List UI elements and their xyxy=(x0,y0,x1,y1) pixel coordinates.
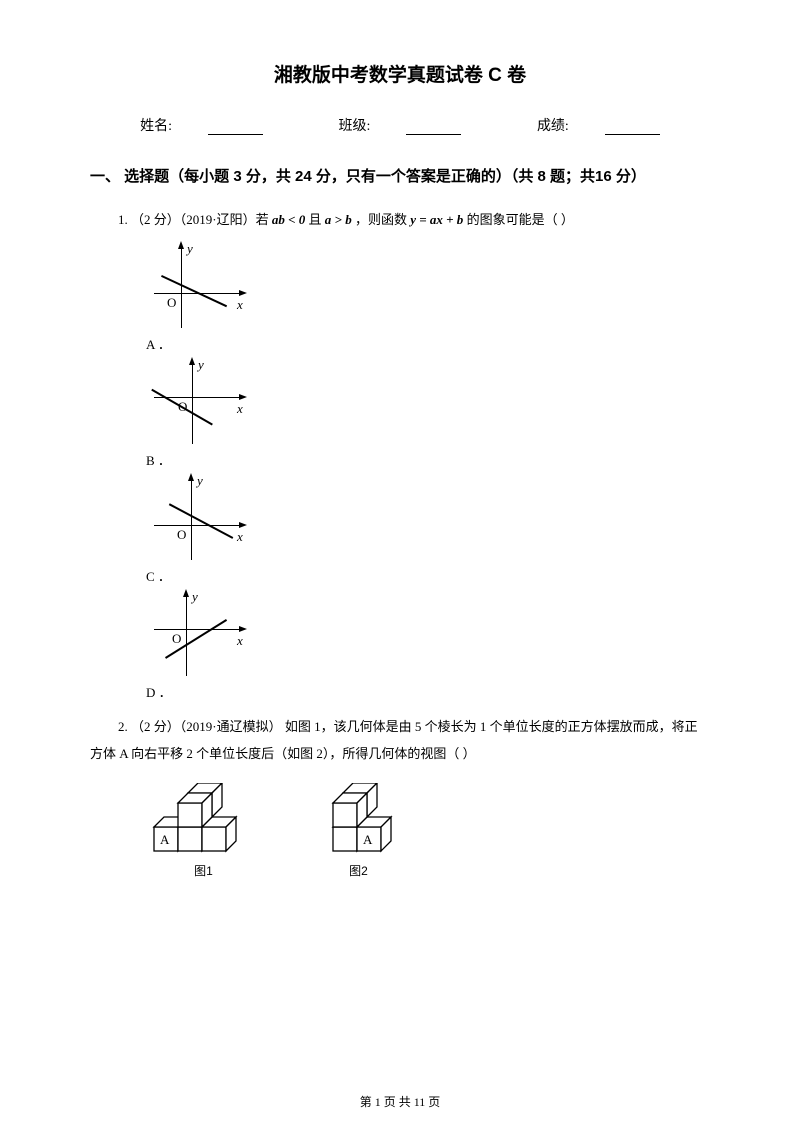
figure-2-caption: 图2 xyxy=(301,862,416,879)
graph-a: yxO xyxy=(146,241,251,336)
cube-diagram-2-icon: A xyxy=(301,783,416,858)
student-info-line: 姓名: 班级: 成绩: xyxy=(90,115,710,135)
q1-option-c: yxO xyxy=(146,473,710,568)
graph-d: yxO xyxy=(146,589,251,684)
figure-1: A 图1 xyxy=(146,783,261,879)
label-d: D ． xyxy=(146,686,172,703)
figure-2: A 图2 xyxy=(301,783,416,879)
label-b: B ． xyxy=(146,454,171,471)
q1-option-b: yxO xyxy=(146,357,710,452)
q1-options: yxO A ． yxO B ． yxO C ． yxO D ． xyxy=(146,241,710,703)
cube-a-label-2: A xyxy=(363,832,373,847)
cube-diagram-1-icon: A xyxy=(146,783,261,858)
q1-option-d: yxO xyxy=(146,589,710,684)
class-field: 班级: xyxy=(321,119,480,134)
graph-c: yxO xyxy=(146,473,251,568)
graph-b: yxO xyxy=(146,357,251,452)
section-1-header: 一、 选择题（每小题 3 分，共 24 分，只有一个答案是正确的）（共 8 题；… xyxy=(90,163,710,192)
question-2: 2. （2 分）（2019·通辽模拟） 如图 1，该几何体是由 5 个棱长为 1… xyxy=(90,713,710,768)
name-field: 姓名: xyxy=(122,119,281,134)
figure-1-caption: 图1 xyxy=(146,862,261,879)
cube-a-label: A xyxy=(160,832,170,847)
formula-agtb: a > b xyxy=(325,212,352,227)
q2-figures: A 图1 xyxy=(146,783,710,879)
page-title: 湘教版中考数学真题试卷 C 卷 xyxy=(90,60,710,87)
label-c: C ． xyxy=(146,570,171,587)
page-footer: 第 1 页 共 11 页 xyxy=(0,1093,800,1110)
question-1: 1. （2 分）（2019·辽阳）若 ab < 0 且 a > b ，则函数 y… xyxy=(90,206,710,233)
label-a: A ． xyxy=(146,338,171,355)
formula-ab: ab < 0 xyxy=(272,212,305,227)
score-field: 成绩: xyxy=(519,119,678,134)
q1-option-a: yxO xyxy=(146,241,710,336)
formula-func: y = ax + b xyxy=(410,212,463,227)
